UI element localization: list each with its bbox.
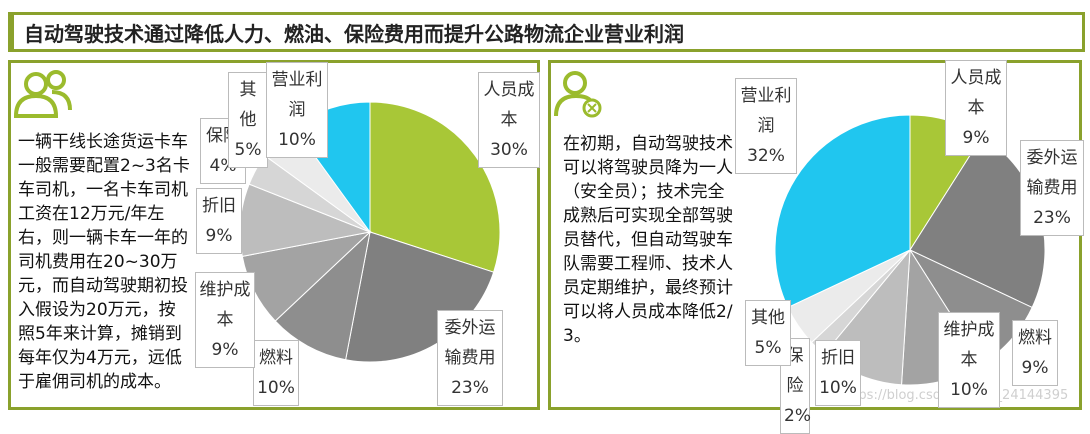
pie-slice bbox=[345, 231, 495, 363]
slice-value: 9% bbox=[211, 340, 239, 360]
slice-label: 营业利润 10% bbox=[266, 62, 328, 158]
slice-value: 5% bbox=[754, 338, 782, 358]
slice-name: 人员成本 bbox=[483, 80, 535, 130]
slice-name: 营业利润 bbox=[271, 70, 323, 120]
slice-name: 燃料 bbox=[1018, 328, 1052, 348]
slice-name: 人员成本 bbox=[950, 68, 1002, 118]
slice-name: 营业利润 bbox=[740, 86, 792, 136]
page: {"title": "自动驾驶技术通过降低人力、燃油、保险费用而提升公路物流企业… bbox=[8, 12, 1085, 434]
slice-name: 委外运输费用 bbox=[1026, 148, 1078, 198]
slice-name: 折旧 bbox=[202, 196, 236, 216]
slice-value: 23% bbox=[1033, 208, 1071, 228]
panel-text: 在初期，自动驾驶技术可以将驾驶员降为一人（安全员）；技术完全成熟后可实现全部驾驶… bbox=[563, 134, 733, 346]
slice-value: 30% bbox=[490, 140, 528, 160]
slice-name: 其他 bbox=[751, 308, 785, 328]
slice-value: 32% bbox=[747, 146, 785, 166]
slice-label: 折旧 9% bbox=[196, 188, 242, 254]
slice-label: 委外运输费用 23% bbox=[437, 310, 503, 406]
title: 自动驾驶技术通过降低人力、燃油、保险费用而提升公路物流企业营业利润 bbox=[24, 22, 684, 46]
slice-label: 燃料 10% bbox=[253, 340, 299, 406]
pie-slice bbox=[369, 101, 501, 273]
header: 自动驾驶技术通过降低人力、燃油、保险费用而提升公路物流企业营业利润 bbox=[8, 12, 1085, 52]
slice-label: 人员成本 9% bbox=[945, 60, 1007, 156]
slice-value: 9% bbox=[1021, 358, 1049, 378]
slice-name: 委外运输费用 bbox=[444, 318, 496, 368]
slice-value: 23% bbox=[451, 378, 489, 398]
slice-name: 维护成本 bbox=[199, 280, 251, 330]
pie-slice bbox=[274, 230, 371, 361]
left-panel bbox=[8, 60, 540, 410]
slice-label: 维护成本 10% bbox=[938, 312, 1000, 408]
slice-label: 其他 5% bbox=[228, 72, 268, 168]
slice-label: 人员成本 30% bbox=[478, 72, 540, 168]
slice-name: 燃料 bbox=[259, 348, 293, 368]
icon-person-x bbox=[554, 71, 602, 118]
slice-name: 折旧 bbox=[821, 348, 855, 368]
slice-name: 维护成本 bbox=[943, 320, 995, 370]
panel-text: 一辆干线长途货运卡车一般需要配置2~3名卡车司机，一名卡车司机工资在12万元/年… bbox=[18, 132, 190, 392]
slice-value: 9% bbox=[205, 226, 233, 246]
slice-label: 维护成本 9% bbox=[195, 272, 255, 368]
slice-label: 营业利润 32% bbox=[735, 78, 797, 174]
icon-people bbox=[13, 70, 72, 118]
slice-value: 10% bbox=[819, 378, 857, 398]
pie-slice bbox=[774, 114, 911, 309]
slice-value: 2% bbox=[784, 406, 811, 426]
slice-value: 5% bbox=[234, 140, 262, 160]
slice-label: 折旧 10% bbox=[815, 340, 861, 406]
slice-value: 10% bbox=[278, 130, 316, 150]
slice-label: 燃料 9% bbox=[1012, 320, 1058, 386]
slice-value: 10% bbox=[257, 378, 295, 398]
slice-name: 其他 bbox=[239, 80, 257, 130]
slice-value: 10% bbox=[950, 380, 988, 400]
slice-value: 9% bbox=[962, 128, 990, 148]
slice-label: 委外运输费用 23% bbox=[1020, 140, 1084, 236]
slice-label: 其他 5% bbox=[745, 300, 791, 366]
